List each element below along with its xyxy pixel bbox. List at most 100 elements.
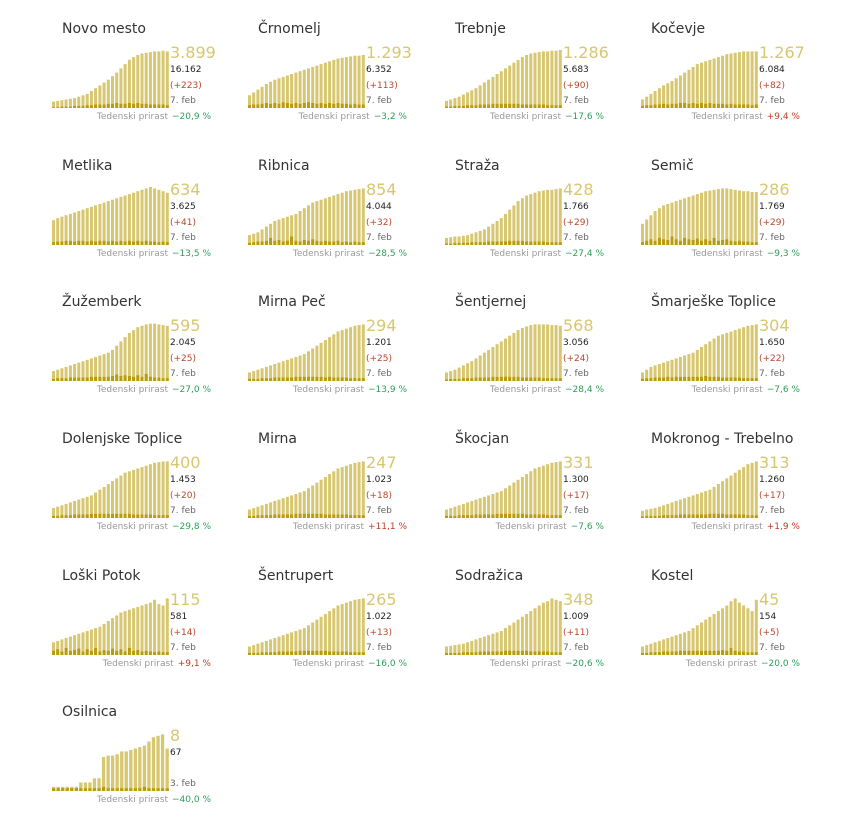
active-bar [470, 90, 474, 108]
new-cases-bar [457, 652, 461, 655]
new-cases-bar [269, 515, 273, 518]
active-bar [729, 189, 733, 245]
active-bar [737, 469, 741, 518]
new-cases-bar [712, 513, 716, 518]
new-cases-bar [482, 651, 486, 655]
active-bar [750, 611, 754, 655]
municipality-card: Trebnje 1.286 5.683 (+90) 7. feb Tedenski pri… [445, 21, 635, 151]
new-cases-bar [499, 103, 503, 108]
active-bar [449, 371, 453, 381]
new-cases-bar [73, 514, 77, 518]
active-bar [127, 194, 131, 245]
new-cases-bar [470, 105, 474, 108]
active-bar [264, 640, 268, 655]
new-cases-bar [508, 240, 512, 245]
active-bar [554, 325, 558, 381]
active-bar [88, 782, 92, 791]
new-cases-bar [645, 105, 649, 108]
new-cases-bar [649, 239, 653, 245]
active-bar [140, 189, 144, 245]
active-bar [256, 232, 260, 245]
new-cases-bar [264, 103, 268, 108]
new-cases-delta: (+29) [563, 218, 590, 228]
active-bar [746, 191, 750, 245]
active-bar [260, 505, 264, 518]
active-bar [541, 190, 545, 245]
active-bar [115, 615, 119, 655]
active-bar [529, 325, 533, 381]
municipality-name: Semič [651, 158, 694, 174]
active-bar [700, 347, 703, 381]
new-cases-bar [115, 788, 119, 791]
new-cases-bar [712, 650, 716, 655]
active-bar [285, 216, 289, 245]
new-cases-bar [733, 650, 737, 655]
new-cases-bar [708, 376, 712, 381]
municipality-name: Trebnje [455, 21, 506, 37]
municipality-card: Metlika 634 3.625 (+41) 7. feb Tedenski prira… [52, 158, 242, 288]
active-bar [649, 508, 653, 518]
active-bar [248, 372, 251, 381]
new-cases-bar [445, 106, 448, 108]
new-cases-bar [504, 241, 507, 245]
active-bar [499, 218, 503, 245]
active-bar [737, 328, 741, 381]
new-cases-bar [307, 376, 310, 381]
active-bar [98, 204, 102, 245]
active-bar [742, 191, 746, 245]
new-cases-bar [73, 241, 77, 245]
new-cases-bar [269, 652, 273, 655]
new-cases-bar [79, 788, 83, 791]
municipality-name: Kočevje [651, 21, 706, 37]
new-cases-bar [474, 652, 478, 655]
new-cases-bar [746, 378, 750, 381]
new-cases-bar [666, 376, 670, 381]
new-cases-bar [97, 788, 101, 791]
active-bar [161, 325, 165, 381]
active-bar [315, 345, 319, 381]
active-bar [474, 499, 478, 518]
active-bar [138, 747, 142, 791]
active-bar [550, 598, 554, 655]
active-bar [687, 69, 691, 108]
new-cases-bar [641, 105, 644, 108]
active-bar [64, 215, 68, 245]
new-cases-bar [525, 377, 529, 381]
active-bar [153, 462, 157, 518]
active-bar [742, 467, 746, 518]
municipality-card: Loški Potok 115 581 (+14) 7. feb Tedenski pri… [52, 568, 242, 698]
active-bar [470, 361, 474, 381]
active-cases-value: 331 [563, 453, 594, 472]
active-bar [148, 52, 152, 108]
new-cases-bar [361, 652, 365, 655]
active-bar [716, 484, 720, 518]
weekly-growth-value: +9,1 % [177, 659, 211, 669]
new-cases-bar [111, 788, 115, 791]
active-bar [106, 352, 110, 381]
active-bar [504, 488, 507, 518]
active-bar [512, 62, 516, 108]
active-bar [708, 59, 712, 108]
weekly-growth-value: −27,4 % [565, 249, 604, 259]
new-cases-bar [461, 515, 465, 518]
weekly-growth-row: Tedenski prirast −16,0 % [258, 659, 407, 669]
active-bar [641, 372, 644, 381]
new-cases-bar [742, 241, 746, 245]
new-cases-bar [260, 241, 264, 245]
new-cases-bar [361, 378, 365, 381]
active-bar [127, 609, 131, 655]
active-bar [294, 494, 298, 518]
active-cases-value: 595 [170, 316, 201, 335]
active-bar [754, 599, 758, 655]
active-bar [319, 479, 323, 518]
municipality-card: Šentjernej 568 3.056 (+24) 7. feb Tedenski pr… [445, 294, 635, 424]
date-label: 3. feb [170, 779, 196, 789]
new-cases-bar [537, 377, 541, 381]
date-label: 7. feb [563, 369, 589, 379]
new-cases-bar [729, 240, 733, 245]
new-cases-bar [165, 652, 169, 655]
active-bar [541, 602, 545, 655]
new-cases-bar [123, 513, 127, 518]
active-bar [298, 71, 302, 108]
active-bar [457, 236, 461, 245]
